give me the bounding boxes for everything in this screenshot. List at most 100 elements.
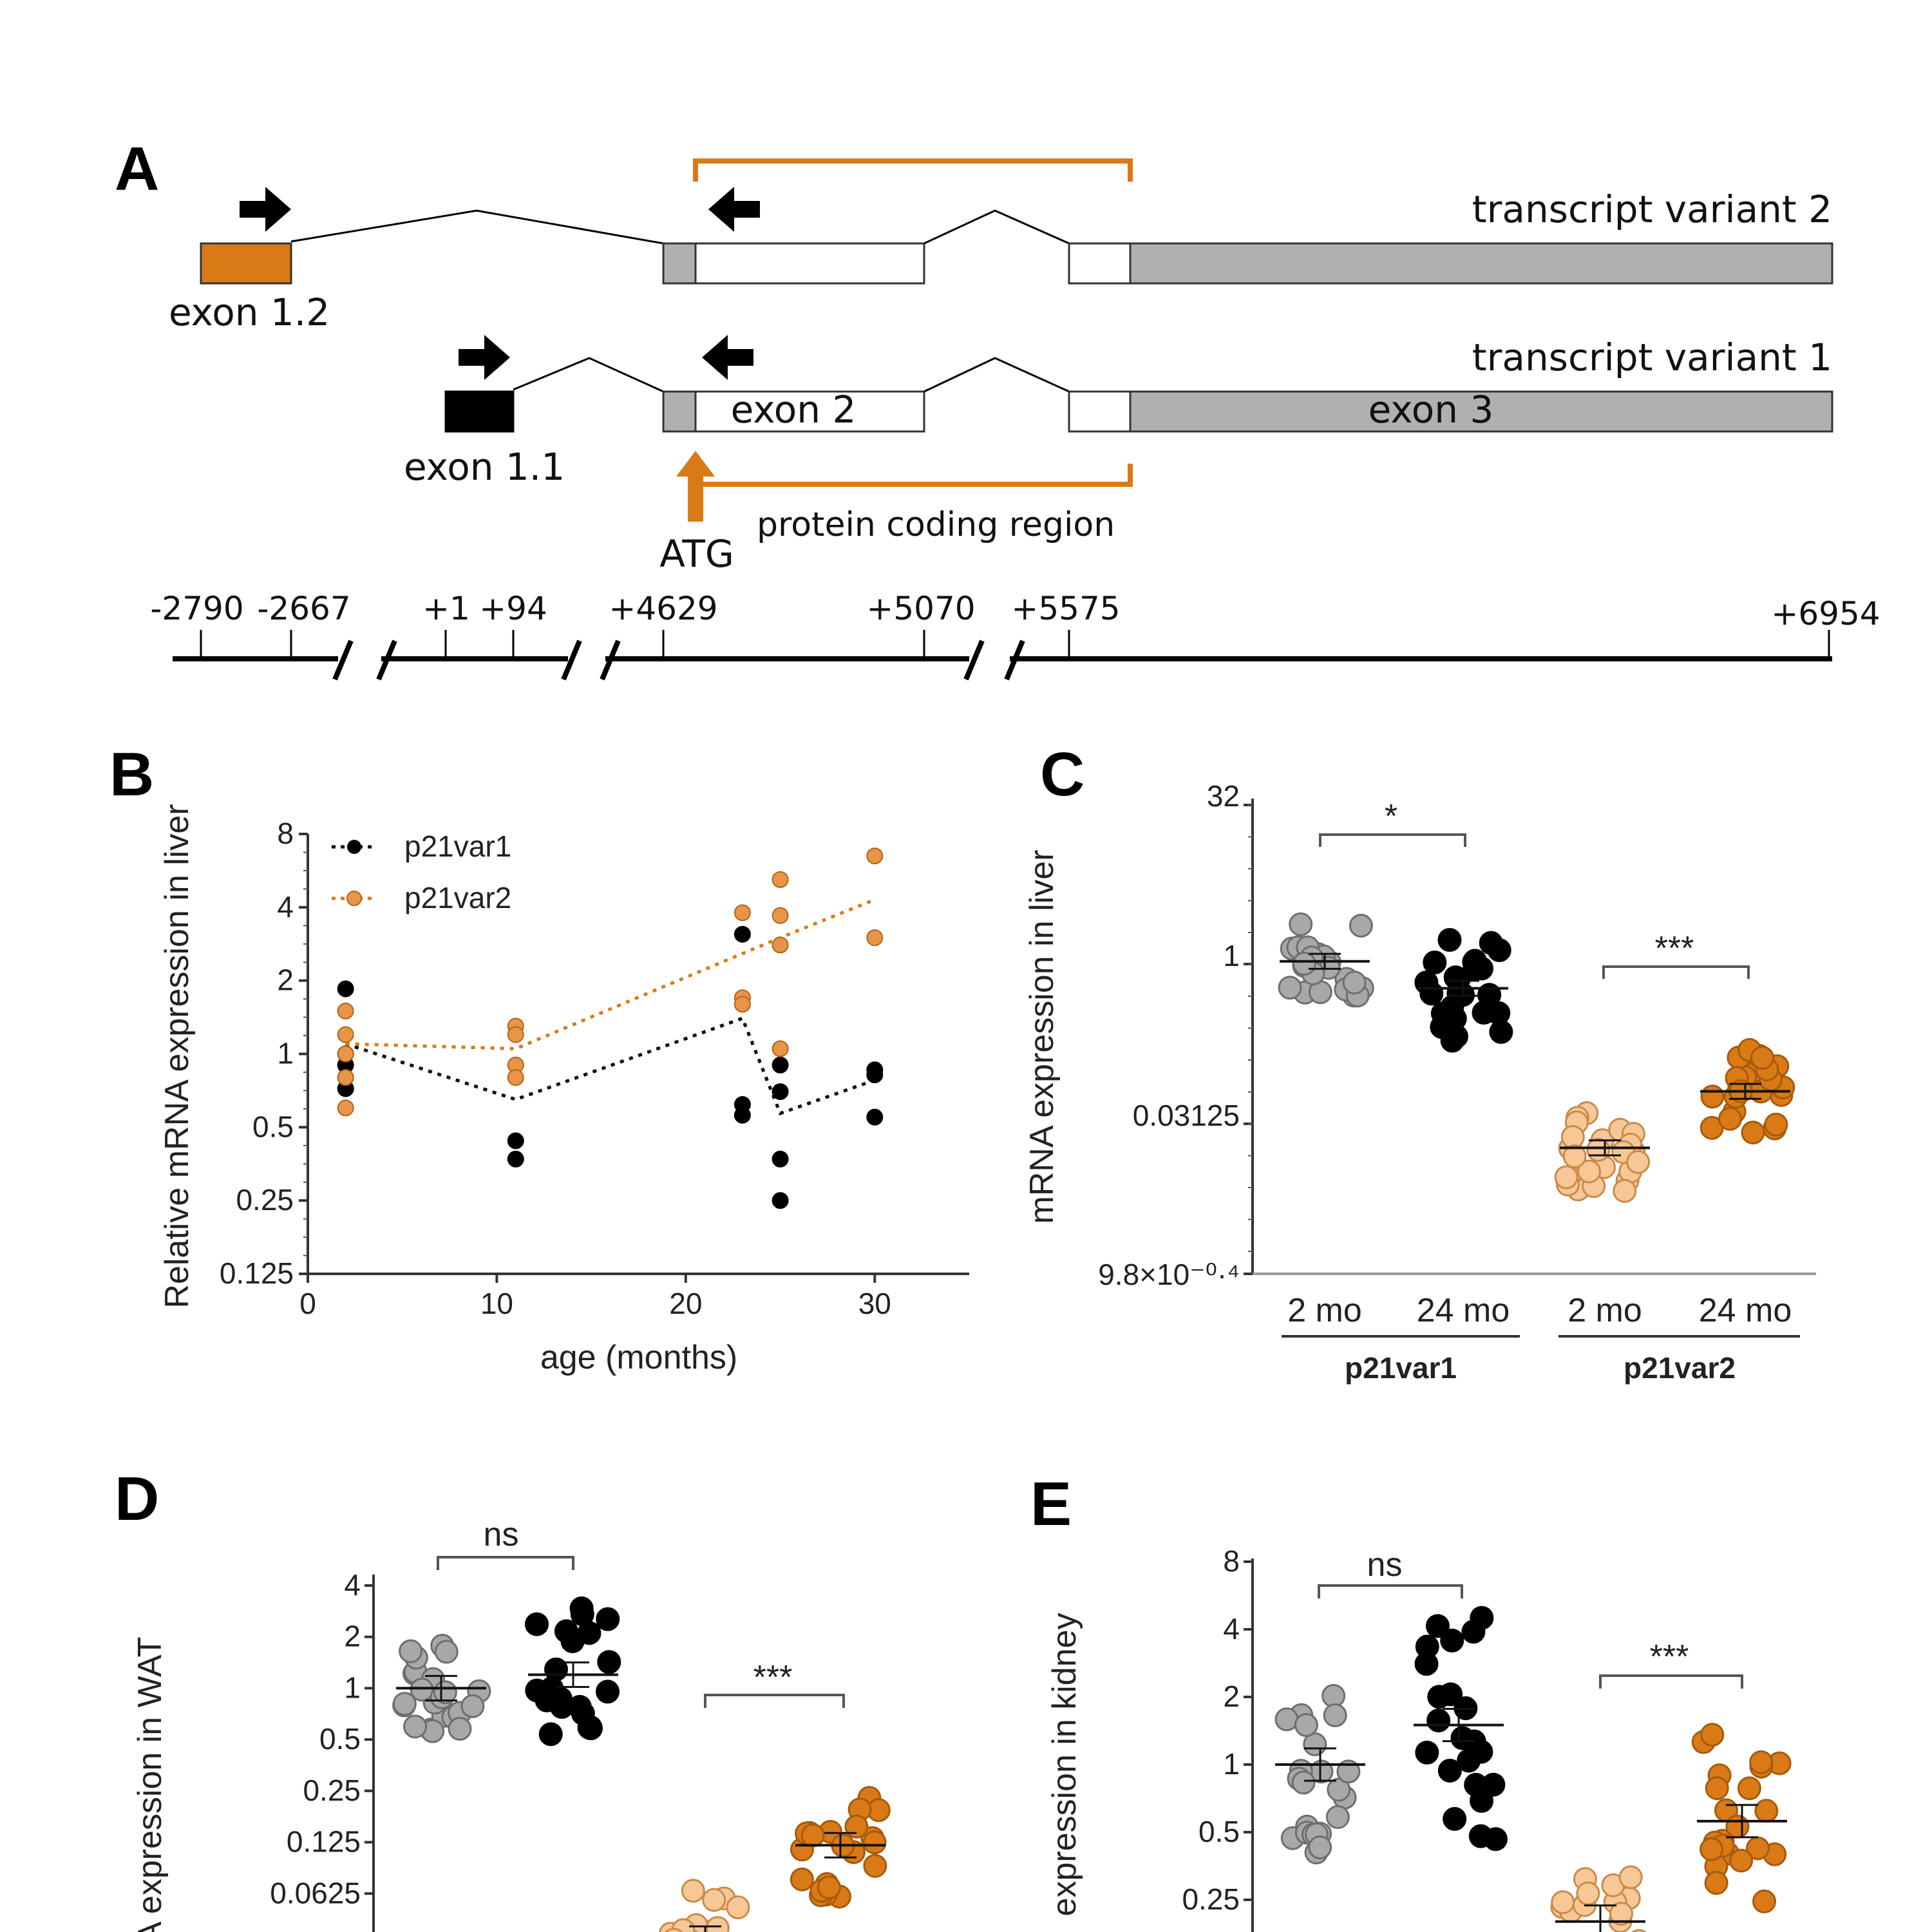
data-point <box>1705 1776 1729 1801</box>
significance-label: ns <box>484 1516 519 1553</box>
exon-1-1-label: exon 1.1 <box>404 445 565 489</box>
atg-label: ATG <box>659 532 734 576</box>
data-point <box>772 1056 789 1074</box>
data-point <box>1700 1837 1724 1862</box>
data-point <box>1718 1106 1742 1131</box>
y-tick-label: 0.03125 <box>254 1927 361 1932</box>
data-point <box>1609 1902 1634 1926</box>
data-point <box>1336 1759 1361 1784</box>
data-point <box>577 1716 601 1740</box>
data-point <box>1325 1805 1350 1830</box>
y-tick-label: 4 <box>277 890 294 923</box>
data-point <box>1437 1758 1462 1783</box>
trend-line <box>345 898 876 1051</box>
exon-2-box-v2-utr <box>662 242 697 285</box>
exon-2-box-v1 <box>694 390 925 433</box>
data-point <box>772 936 789 954</box>
x-category-label: 24 mo <box>1417 1292 1510 1329</box>
exon-3-utr-v2 <box>1129 242 1833 285</box>
significance-bracket <box>1599 1674 1743 1689</box>
data-point <box>1704 1871 1728 1895</box>
y-tick-label: 0.5 <box>1198 1815 1240 1848</box>
intron-line <box>923 209 1070 245</box>
data-point <box>1440 1628 1464 1653</box>
y-tick-label: 8 <box>277 817 294 850</box>
x-tick-label: 10 <box>480 1287 513 1320</box>
significance-bracket <box>1319 833 1466 847</box>
data-point <box>1613 1179 1637 1203</box>
data-point <box>1700 1084 1725 1109</box>
data-point <box>337 1045 354 1063</box>
data-point <box>1415 1634 1439 1659</box>
data-point <box>1274 1707 1299 1732</box>
y-tick-label: 0.125 <box>287 1825 361 1859</box>
data-point <box>597 1650 621 1674</box>
data-point <box>1461 1620 1486 1644</box>
data-point <box>1631 1929 1647 1932</box>
x-tick-label: 30 <box>858 1287 891 1320</box>
chart-e: 8 4 2 1 0.5 0.25 expression in kidney ns *** <box>1046 1544 1792 1932</box>
data-point <box>1323 1703 1347 1728</box>
y-tick-label: 0.25 <box>303 1774 361 1807</box>
forward-primer-arrow <box>459 335 510 380</box>
group-label: p21var1 <box>1345 1351 1457 1385</box>
coord-label: -2790 <box>150 590 243 627</box>
data-point <box>866 929 884 947</box>
data-point <box>734 996 751 1013</box>
data-point <box>434 1640 459 1664</box>
y-tick-label: 0.03125 <box>1133 1099 1240 1132</box>
coord-label: +6954 <box>1771 595 1880 632</box>
x-tick-label: 20 <box>669 1287 702 1320</box>
data-point <box>734 925 751 943</box>
y-tick-label: 4 <box>1223 1612 1240 1645</box>
significance-bracket <box>1318 1584 1463 1598</box>
data-point <box>1554 1165 1578 1189</box>
data-point <box>1294 1713 1318 1738</box>
data-point <box>734 904 751 922</box>
data-point <box>596 1607 620 1631</box>
variant-1-label: transcript variant 1 <box>1472 336 1832 379</box>
significance-label: ns <box>1367 1546 1403 1584</box>
data-point <box>577 1621 601 1645</box>
data-point <box>1446 967 1471 991</box>
data-point <box>1729 1848 1754 1873</box>
panel-letter-b: B <box>109 740 154 809</box>
y-tick-label: 1 <box>1223 1747 1240 1781</box>
data-point <box>337 1069 354 1086</box>
panel-letter-d: D <box>115 1464 159 1533</box>
data-point <box>1415 1740 1439 1765</box>
data-point <box>337 1002 354 1019</box>
data-point <box>1469 956 1493 981</box>
data-point <box>1327 1777 1351 1802</box>
reverse-primer-arrow <box>708 187 760 232</box>
y-tick-label: 0.0625 <box>270 1876 361 1909</box>
data-point <box>1754 1799 1779 1823</box>
exon-3-utr-v1 <box>1129 390 1833 433</box>
data-point <box>772 907 789 924</box>
data-point <box>1576 1881 1600 1906</box>
data-point <box>1562 1144 1587 1169</box>
variant-2-label: transcript variant 2 <box>1472 187 1832 231</box>
panel-letter-c: C <box>1040 740 1084 809</box>
y-tick-label: 2 <box>1223 1680 1240 1713</box>
y-tick-label: 1 <box>277 1037 294 1070</box>
data-point <box>866 1108 884 1126</box>
data-point <box>705 1916 730 1932</box>
data-point <box>1551 1890 1575 1915</box>
exon-1-1-box <box>444 390 515 433</box>
legend-label: p21var1 <box>404 829 511 863</box>
data-point <box>817 1875 841 1900</box>
y-tick-label: 9.8×10⁻⁰·⁴ <box>1098 1258 1240 1291</box>
x-axis-label: age (months) <box>540 1339 737 1376</box>
y-tick-label: 1 <box>344 1671 361 1704</box>
data-point <box>1414 971 1439 995</box>
data-point <box>1425 1614 1450 1638</box>
data-point <box>1440 1028 1464 1053</box>
x-category-label: 2 mo <box>1567 1292 1642 1329</box>
data-point <box>844 1814 869 1839</box>
y-tick-label: 4 <box>344 1568 361 1602</box>
data-point <box>1737 1776 1761 1801</box>
data-point <box>1750 1046 1775 1070</box>
coding-bracket-top <box>693 158 1133 182</box>
